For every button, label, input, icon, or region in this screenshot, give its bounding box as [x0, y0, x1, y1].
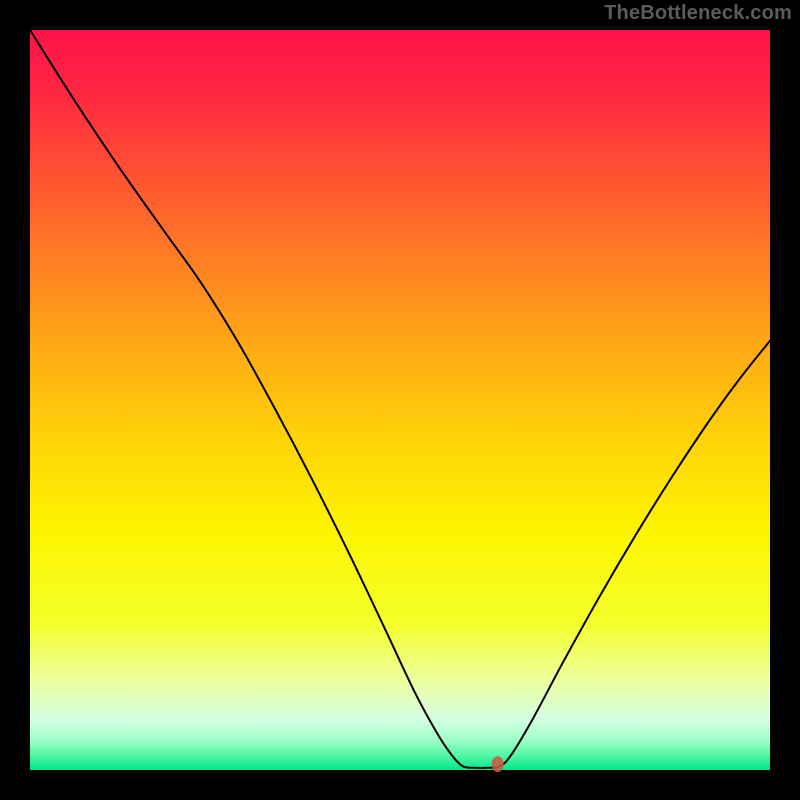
bottleneck-chart-svg [0, 0, 800, 800]
optimal-point-marker [492, 756, 504, 772]
watermark-text: TheBottleneck.com [604, 2, 792, 25]
chart-frame: TheBottleneck.com [0, 0, 800, 800]
